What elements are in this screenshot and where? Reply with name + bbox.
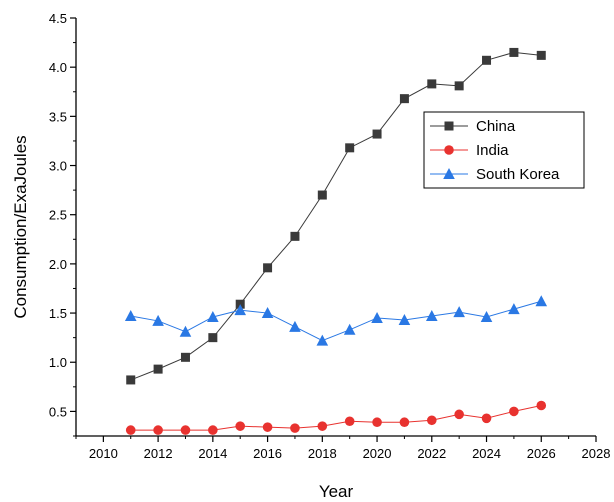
axes: 2010 2012 2014 2016 2018 2020 2022 2024 2026 2028… xyxy=(49,11,611,461)
data-point-india xyxy=(262,422,273,432)
x-tick-label: 2020 xyxy=(363,446,392,461)
y-tick-label: 1.0 xyxy=(49,355,67,370)
data-point-south-korea xyxy=(261,307,274,319)
x-axis-title: Year xyxy=(319,482,354,501)
data-point-china xyxy=(180,352,190,362)
data-point-south-korea xyxy=(289,320,301,332)
series-south-korea xyxy=(124,295,548,346)
data-point-india xyxy=(208,425,218,435)
x-tick-label: 2014 xyxy=(198,446,227,461)
legend-label-india: India xyxy=(476,142,509,159)
series-layer xyxy=(124,47,548,435)
y-tick-label: 3.5 xyxy=(49,109,67,124)
data-point-india xyxy=(426,415,437,426)
data-point-india xyxy=(372,417,382,428)
data-point-china xyxy=(126,375,136,385)
x-tick-label: 2012 xyxy=(144,446,173,461)
data-point-india xyxy=(180,425,191,435)
series-line-china xyxy=(130,51,542,381)
data-point-india xyxy=(509,406,519,417)
data-point-india xyxy=(290,423,300,433)
y-tick-label: 4.5 xyxy=(49,11,67,26)
y-tick-label: 2.5 xyxy=(49,208,67,223)
data-point-india xyxy=(399,417,410,428)
y-tick-label: 1.5 xyxy=(49,306,67,321)
data-point-south-korea xyxy=(179,325,192,337)
data-point-china xyxy=(372,129,382,139)
data-point-south-korea xyxy=(234,304,247,316)
series-line-south-korea xyxy=(130,300,542,342)
x-tick-label: 2026 xyxy=(527,446,556,461)
data-point-china xyxy=(317,190,327,200)
data-point-china xyxy=(263,263,273,273)
data-point-south-korea xyxy=(207,310,219,322)
data-point-china xyxy=(208,333,218,343)
data-point-india xyxy=(153,425,163,435)
data-point-south-korea xyxy=(480,310,493,322)
legend-label-china: China xyxy=(476,118,516,135)
data-point-china xyxy=(399,94,409,104)
x-tick-label: 2018 xyxy=(308,446,337,461)
y-tick-label: 2.0 xyxy=(49,257,67,272)
data-point-south-korea xyxy=(425,310,438,322)
x-tick-label: 2028 xyxy=(582,446,611,461)
data-point-india xyxy=(317,421,328,431)
x-tick-label: 2010 xyxy=(89,446,118,461)
y-tick-label: 0.5 xyxy=(49,404,67,419)
legend: China India South Korea xyxy=(423,111,585,189)
legend-marker-china xyxy=(444,121,454,131)
data-point-china xyxy=(509,47,519,57)
series-china xyxy=(126,47,546,385)
y-axis-title: Consumption/ExaJoules xyxy=(11,135,30,318)
series-india xyxy=(125,400,547,435)
data-point-china xyxy=(454,81,464,91)
data-point-china xyxy=(482,55,492,65)
x-tick-label: 2024 xyxy=(472,446,501,461)
legend-label-south-korea: South Korea xyxy=(476,166,560,183)
data-point-south-korea xyxy=(398,313,411,325)
data-point-china xyxy=(427,79,437,89)
data-point-china xyxy=(536,50,546,60)
data-point-india xyxy=(481,413,492,424)
data-point-china xyxy=(153,364,163,374)
data-point-south-korea xyxy=(453,306,465,318)
y-tick-label: 3.0 xyxy=(49,159,67,174)
data-point-south-korea xyxy=(371,311,383,323)
data-point-india xyxy=(125,425,136,435)
data-point-china xyxy=(345,143,355,153)
data-point-south-korea xyxy=(152,314,164,326)
data-point-china xyxy=(290,231,300,241)
x-tick-label: 2022 xyxy=(417,446,446,461)
legend-marker-south-korea xyxy=(443,168,455,179)
data-point-south-korea xyxy=(316,334,329,346)
data-point-india xyxy=(344,416,355,427)
data-point-south-korea xyxy=(343,323,356,335)
data-point-south-korea xyxy=(508,303,520,315)
series-line-india xyxy=(130,405,542,431)
y-tick-label: 4.0 xyxy=(49,60,67,75)
data-point-south-korea xyxy=(535,295,548,307)
data-point-south-korea xyxy=(124,310,137,322)
legend-marker-india xyxy=(444,145,454,155)
data-point-india xyxy=(235,421,246,431)
data-point-india xyxy=(454,409,464,420)
x-tick-label: 2016 xyxy=(253,446,282,461)
data-point-india xyxy=(536,400,547,411)
